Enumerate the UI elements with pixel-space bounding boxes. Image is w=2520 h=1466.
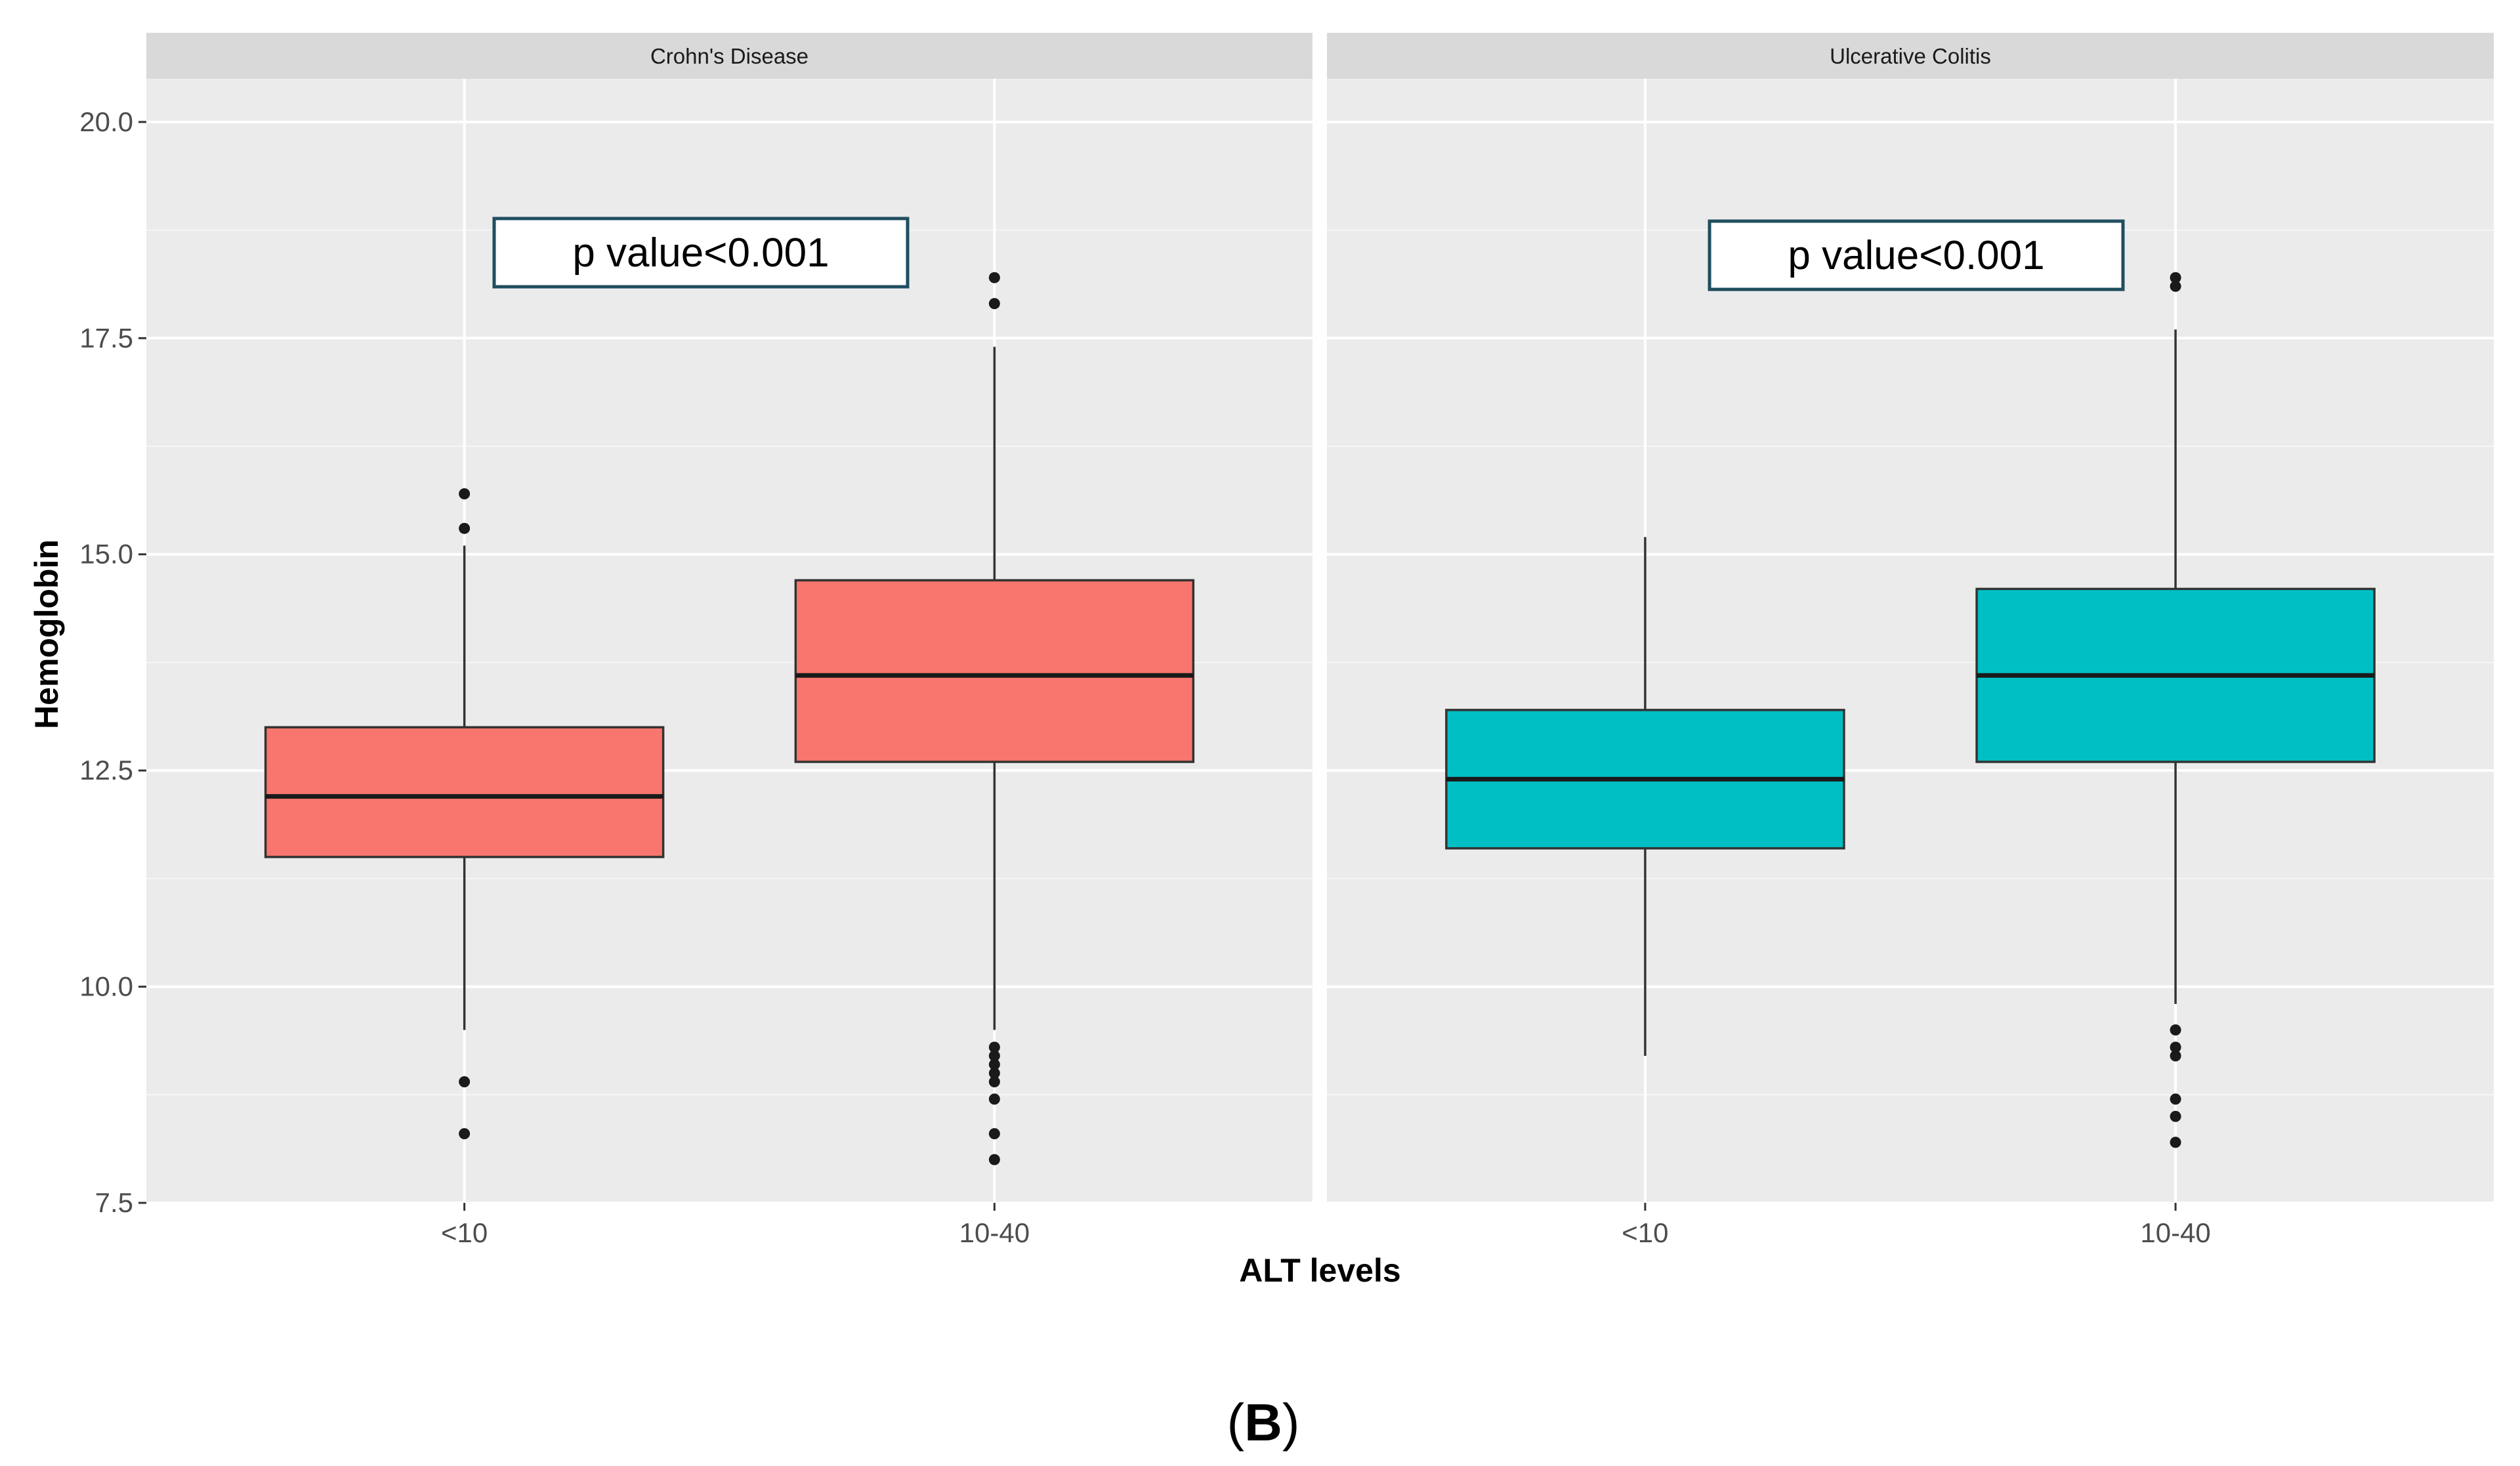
outlier-point — [2170, 1050, 2181, 1062]
x-tick-label: 10-40 — [959, 1217, 1030, 1248]
outlier-point — [988, 272, 1000, 283]
x-tick-label: <10 — [441, 1217, 488, 1248]
boxplot-high-alt — [1975, 272, 2376, 1148]
boxplot-low-alt — [1445, 537, 1845, 1056]
outlier-point — [988, 1093, 1000, 1105]
outlier-point — [988, 298, 1000, 310]
x-axis-title: ALT levels — [1239, 1252, 1400, 1289]
outlier-point — [459, 522, 471, 534]
outlier-point — [2170, 1093, 2181, 1105]
y-tick-label: 10.0 — [79, 971, 133, 1002]
outlier-point — [988, 1058, 1000, 1070]
outlier-point — [988, 1076, 1000, 1088]
y-tick-label: 15.0 — [79, 539, 133, 570]
facet-strip — [1327, 33, 2494, 79]
outlier-point — [459, 1076, 471, 1088]
outlier-point — [988, 1128, 1000, 1140]
boxplot-high-alt — [794, 272, 1195, 1165]
outlier-point — [988, 1154, 1000, 1165]
outlier-point — [459, 488, 471, 499]
panel-label: (B) — [1227, 1393, 1299, 1452]
y-tick-label: 12.5 — [79, 755, 133, 785]
facet-panel: Crohn's Disease <10 10-40 p value<0.001 — [146, 33, 1312, 1248]
y-tick-label: 17.5 — [79, 322, 133, 353]
x-tick-label: <10 — [1622, 1217, 1668, 1248]
facet-strip-label: Ulcerative Colitis — [1830, 44, 1991, 68]
facet-strip-label: Crohn's Disease — [650, 44, 808, 68]
y-axis-title: Hemoglobin — [28, 539, 65, 729]
p-value-box — [492, 217, 910, 289]
outlier-point — [2170, 1110, 2181, 1122]
outlier-point — [459, 1128, 471, 1140]
outlier-point — [988, 1041, 1000, 1053]
facet-strip — [146, 33, 1312, 79]
outlier-point — [988, 1067, 1000, 1079]
p-value-box — [1708, 219, 2125, 291]
panel-label-open: ( — [1227, 1393, 1244, 1452]
outlier-point — [2170, 272, 2181, 283]
y-tick-label: 7.5 — [95, 1187, 133, 1218]
boxplot-low-alt — [264, 488, 665, 1140]
facet-panel: Ulcerative Colitis <10 10-40 p value<0.001 — [1327, 33, 2494, 1248]
panel-label-letter: B — [1244, 1393, 1282, 1452]
box-iqr — [794, 579, 1195, 763]
outlier-point — [2170, 1041, 2181, 1053]
panel-label-close: ) — [1282, 1393, 1300, 1452]
outlier-point — [988, 1050, 1000, 1062]
p-value-label: p value<0.001 — [1788, 233, 2044, 278]
outlier-point — [2170, 280, 2181, 292]
p-value-label: p value<0.001 — [572, 230, 829, 276]
outlier-point — [2170, 1024, 2181, 1036]
outlier-point — [2170, 1137, 2181, 1148]
y-tick-label: 20.0 — [79, 106, 133, 137]
box-iqr — [264, 726, 665, 858]
x-tick-label: 10-40 — [2140, 1217, 2210, 1248]
